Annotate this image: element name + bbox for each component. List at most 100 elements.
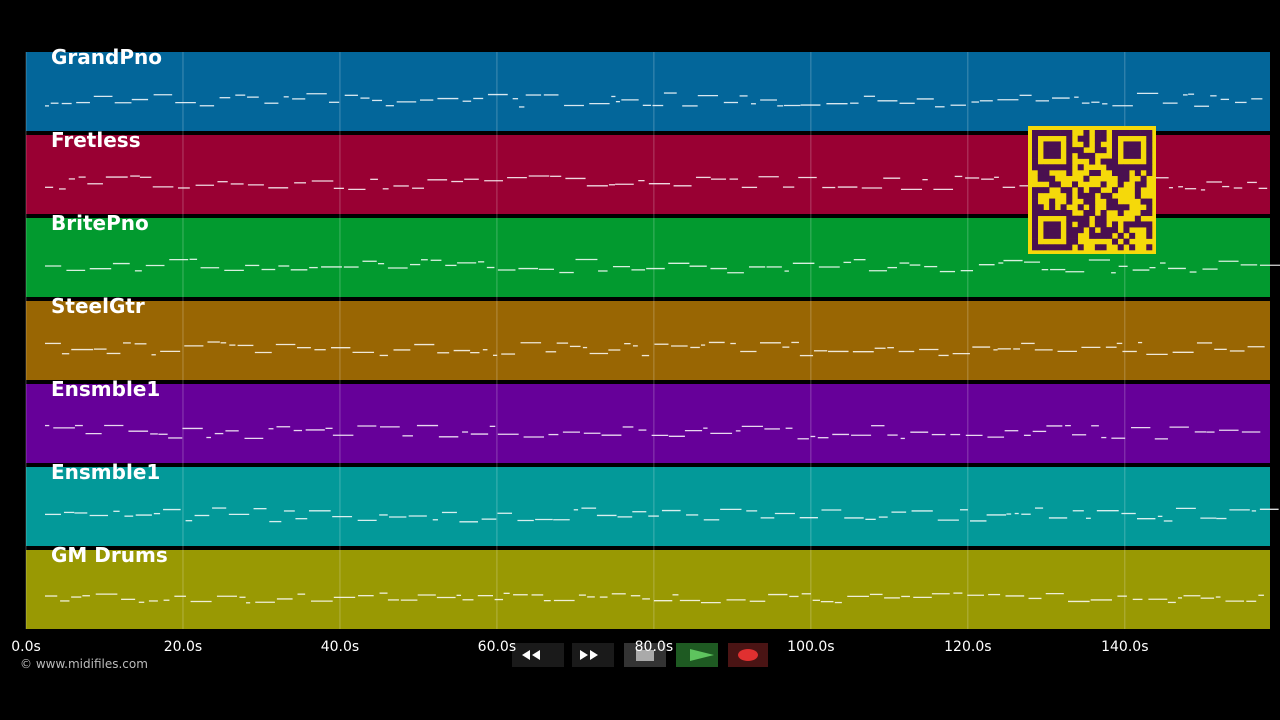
qr-module [1066, 158, 1073, 165]
qr-module [1146, 147, 1153, 154]
qr-module [1094, 147, 1101, 154]
qr-module [1043, 164, 1050, 171]
qr-module [1089, 227, 1096, 234]
qr-module [1112, 170, 1119, 177]
qr-module [1060, 204, 1067, 211]
qr-module [1089, 198, 1096, 205]
qr-module [1083, 141, 1090, 148]
qr-module [1123, 238, 1130, 245]
qr-module [1032, 164, 1039, 171]
qr-module [1100, 210, 1107, 217]
qr-module [1032, 135, 1039, 142]
qr-module [1146, 135, 1153, 142]
qr-module [1037, 130, 1044, 137]
qr-module [1043, 141, 1050, 148]
qr-module [1129, 130, 1136, 137]
qr-module [1083, 175, 1090, 182]
qr-module [1032, 227, 1039, 234]
qr-module [1054, 227, 1061, 234]
qr-module [1106, 164, 1113, 171]
qr-module [1146, 244, 1153, 251]
qr-module [1066, 187, 1073, 194]
time-tick-label: 20.0s [164, 639, 202, 655]
qr-module [1112, 158, 1119, 165]
qr-module [1140, 181, 1147, 188]
qr-module [1066, 135, 1073, 142]
qr-module [1083, 192, 1090, 199]
qr-module [1066, 238, 1073, 245]
qr-module [1123, 204, 1130, 211]
qr-module [1112, 238, 1119, 245]
qr-module [1072, 238, 1079, 245]
qr-module [1032, 152, 1039, 159]
copyright: © www.midifiles.com [20, 657, 148, 671]
qr-module [1140, 210, 1147, 217]
qr-module [1032, 204, 1039, 211]
qr-module [1140, 198, 1147, 205]
time-tick-label: 120.0s [944, 639, 991, 655]
qr-module [1037, 210, 1044, 217]
qr-module [1094, 215, 1101, 222]
qr-module [1032, 210, 1039, 217]
qr-module [1100, 130, 1107, 137]
qr-module [1077, 135, 1084, 142]
time-tick-label: 80.0s [635, 639, 673, 655]
qr-module [1083, 135, 1090, 142]
qr-module [1134, 152, 1141, 159]
qr-module [1077, 187, 1084, 194]
qr-module [1049, 204, 1056, 211]
qr-module [1032, 215, 1039, 222]
qr-module [1129, 141, 1136, 148]
qr-module [1037, 187, 1044, 194]
qr-module [1043, 187, 1050, 194]
qr-module [1123, 175, 1130, 182]
qr-module [1077, 192, 1084, 199]
qr-module [1037, 175, 1044, 182]
qr-module [1043, 130, 1050, 137]
qr-module [1049, 141, 1056, 148]
qr-module [1060, 164, 1067, 171]
qr-module [1117, 164, 1124, 171]
qr-module [1060, 244, 1067, 251]
track-name: Fretless [51, 128, 141, 152]
time-tick-label: 0.0s [11, 639, 41, 655]
qr-module [1066, 221, 1073, 228]
qr-module [1123, 221, 1130, 228]
qr-module [1146, 210, 1153, 217]
qr-module [1123, 147, 1130, 154]
qr-module [1112, 130, 1119, 137]
qr-module [1083, 152, 1090, 159]
qr-module [1054, 244, 1061, 251]
qr-module [1066, 198, 1073, 205]
qr-module [1100, 135, 1107, 142]
qr-module [1077, 152, 1084, 159]
qr-module [1106, 232, 1113, 239]
play-icon [690, 649, 714, 661]
qr-module [1146, 198, 1153, 205]
qr-module [1094, 130, 1101, 137]
qr-module [1146, 152, 1153, 159]
qr-module [1032, 221, 1039, 228]
qr-code [1028, 126, 1156, 254]
qr-module [1037, 204, 1044, 211]
track-lane [26, 467, 1270, 546]
qr-module [1123, 141, 1130, 148]
qr-module [1134, 141, 1141, 148]
qr-module [1100, 232, 1107, 239]
track-lane [26, 52, 1270, 131]
qr-module [1146, 130, 1153, 137]
track-name: GrandPno [51, 45, 162, 69]
qr-module [1066, 130, 1073, 137]
qr-module [1100, 158, 1107, 165]
qr-module [1100, 215, 1107, 222]
time-tick-label: 40.0s [321, 639, 359, 655]
qr-module [1066, 170, 1073, 177]
qr-module [1049, 244, 1056, 251]
qr-module [1112, 135, 1119, 142]
qr-module [1089, 170, 1096, 177]
qr-module [1146, 170, 1153, 177]
qr-module [1083, 198, 1090, 205]
qr-module [1043, 221, 1050, 228]
qr-module [1060, 187, 1067, 194]
